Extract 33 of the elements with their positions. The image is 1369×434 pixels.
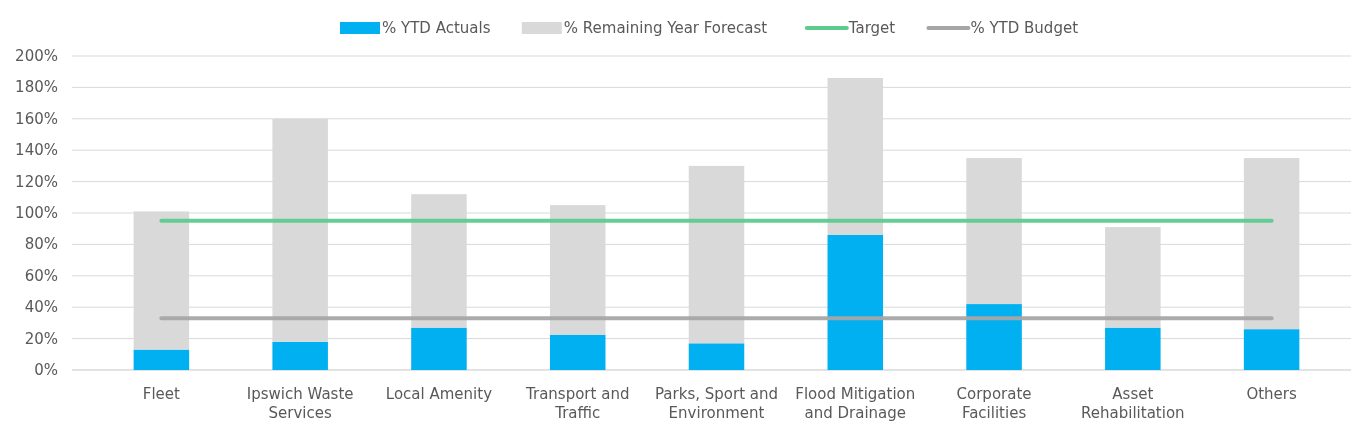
bar [688,343,745,370]
x-tick-label: Corporate Facilities [956,385,1032,422]
bar [549,334,606,370]
y-tick-label: 180% [15,78,58,97]
y-tick-label: 140% [15,141,58,160]
y-tick-label: 120% [15,172,58,191]
y-tick-label: 160% [15,109,58,128]
x-tick-label: Flood Mitigation and Drainage [795,385,916,422]
bar [411,327,467,370]
bar [133,349,190,370]
x-tick-label: Asset Rehabilitation [1081,385,1185,422]
y-tick-label: 80% [24,235,58,254]
y-tick-label: 100% [15,204,58,222]
bar [1243,329,1300,370]
x-tick-label: Parks, Sport and Environment [654,385,779,422]
legend-label: % YTD Budget [970,19,1079,37]
x-tick-label: Others [1246,385,1297,403]
x-tick-label: Transport and Traffic [525,385,630,422]
legend-label: % YTD Actuals [382,19,491,37]
bar [966,304,1022,370]
y-tick-label: 0% [34,361,58,379]
legend-label: % Remaining Year Forecast [563,19,768,37]
y-tick-label: 60% [24,266,58,285]
x-tick-label: Fleet [142,385,181,403]
y-tick-label: 200% [15,47,58,65]
bar [272,341,328,370]
x-tick-label: Local Amenity [385,385,493,403]
x-tick-label: Ipswich Waste Services [246,385,354,422]
bar [1105,327,1161,370]
y-tick-label: 40% [24,298,58,317]
legend-label: Target [847,19,896,37]
y-tick-label: 20% [24,329,58,348]
bar [827,234,884,370]
